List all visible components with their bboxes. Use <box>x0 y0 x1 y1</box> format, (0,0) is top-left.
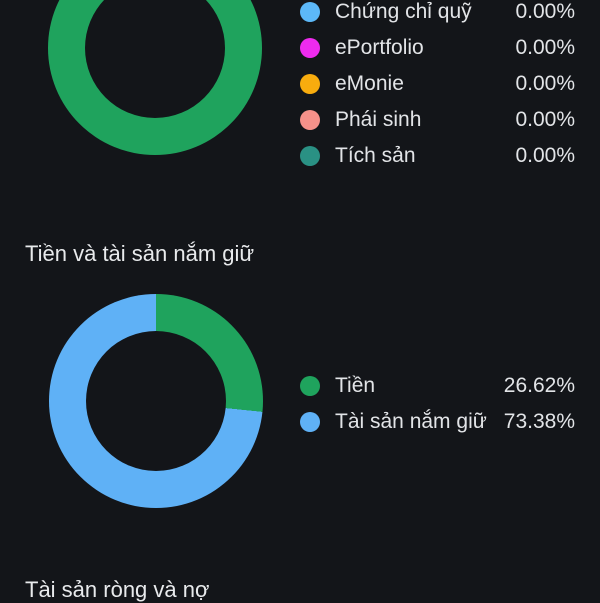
asset-allocation-donut[interactable] <box>48 0 262 155</box>
legend-value: 0.00% <box>515 108 575 131</box>
legend-item-chung-chi-quy[interactable]: Chứng chỉ quỹ 0.00% <box>300 0 575 30</box>
legend-dot-icon <box>300 146 320 166</box>
legend-value: 73.38% <box>503 410 575 433</box>
legend-value: 26.62% <box>503 374 575 397</box>
legend-label: Tiền <box>335 374 376 397</box>
legend-label: eMonie <box>335 72 404 95</box>
legend-item-tich-san[interactable]: Tích sản 0.00% <box>300 138 575 174</box>
legend-dot-icon <box>300 412 320 432</box>
legend-value: 0.00% <box>515 72 575 95</box>
legend-dot-icon <box>300 376 320 396</box>
legend-label: Phái sinh <box>335 108 422 131</box>
legend-label: Chứng chỉ quỹ <box>335 0 472 23</box>
legend-item-eportfolio[interactable]: ePortfolio 0.00% <box>300 30 575 66</box>
legend-label: ePortfolio <box>335 36 424 59</box>
legend-dot-icon <box>300 2 320 22</box>
asset-allocation-legend: Chứng chỉ quỹ 0.00% ePortfolio 0.00% eMo… <box>300 0 575 174</box>
legend-item-phai-sinh[interactable]: Phái sinh 0.00% <box>300 102 575 138</box>
legend-value: 0.00% <box>515 144 575 167</box>
legend-item-tien[interactable]: Tiền 26.62% <box>300 368 575 404</box>
legend-dot-icon <box>300 74 320 94</box>
legend-dot-icon <box>300 110 320 130</box>
holdings-legend: Tiền 26.62% Tài sản nắm giữ 73.38% <box>300 368 575 440</box>
legend-item-tai-san-nam-giu[interactable]: Tài sản nắm giữ 73.38% <box>300 404 575 440</box>
legend-label: Tích sản <box>335 144 416 167</box>
holdings-donut[interactable] <box>49 294 263 508</box>
legend-dot-icon <box>300 38 320 58</box>
legend-value: 0.00% <box>515 36 575 59</box>
holdings-section-title: Tiền và tài sản nắm giữ <box>25 241 255 266</box>
legend-label: Tài sản nắm giữ <box>335 410 487 433</box>
legend-item-emonie[interactable]: eMonie 0.00% <box>300 66 575 102</box>
legend-value: 0.00% <box>515 0 575 23</box>
net-assets-section-title: Tài sản ròng và nợ <box>25 577 210 602</box>
